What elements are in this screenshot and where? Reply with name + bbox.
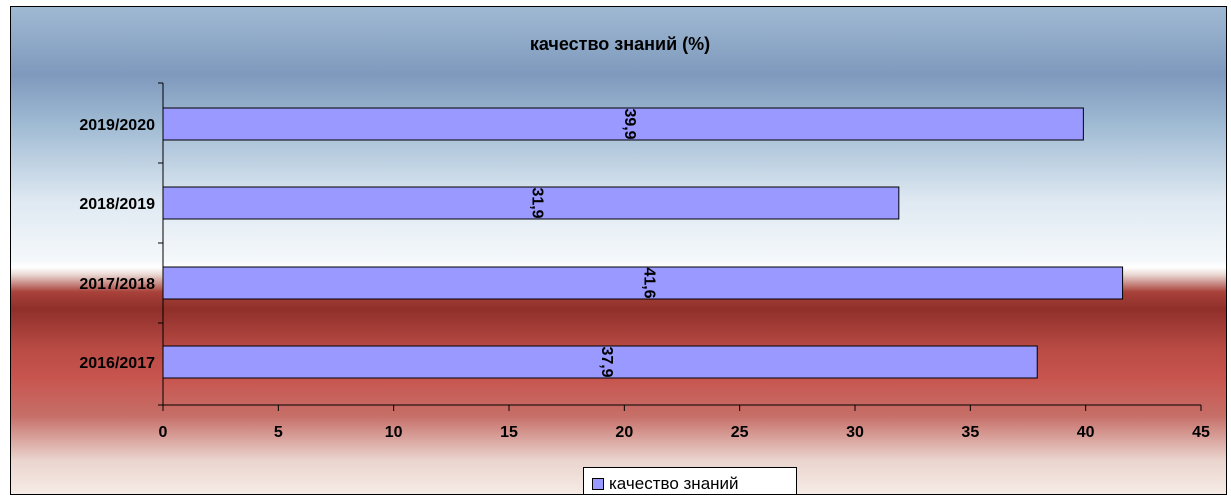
- x-tick-label: 25: [731, 424, 749, 441]
- category-label: 2017/2018: [79, 276, 155, 293]
- category-label: 2016/2017: [79, 355, 155, 372]
- bar-2018-2019: [162, 186, 900, 220]
- legend-swatch: [592, 477, 604, 490]
- bar-chart: качество знаний (%) 37,92016/201741,6201…: [79, 34, 1210, 441]
- data-label: 39,9: [621, 108, 638, 139]
- bar-2016-2017: [162, 345, 1038, 379]
- x-tick-label: 15: [500, 424, 518, 441]
- bar-2017-2018: [162, 266, 1124, 300]
- data-label: 31,9: [529, 187, 546, 218]
- axes-layer: [158, 82, 1202, 411]
- x-tick-label: 20: [615, 424, 633, 441]
- category-label: 2018/2019: [79, 196, 155, 213]
- x-tick-label: 5: [274, 424, 283, 441]
- x-tick-label: 10: [385, 424, 403, 441]
- labels-layer: 37,9 2016/2017 41,6 2017/2018 31,9 2018/2019 3…: [79, 108, 1210, 441]
- bars-layer: [162, 107, 1124, 379]
- data-label: 37,9: [598, 346, 615, 377]
- category-label: 2019/2020: [79, 117, 155, 134]
- chart-area: качество знаний (%) 37,9 2016/2017 41,6 201…: [10, 6, 1227, 495]
- chart-title: качество знаний (%): [530, 34, 710, 54]
- legend: качество знаний: [583, 467, 797, 494]
- x-tick-label: 40: [1077, 424, 1095, 441]
- data-label: 41,6: [641, 267, 658, 298]
- x-tick-label: 45: [1192, 424, 1210, 441]
- x-tick-label: 0: [159, 424, 168, 441]
- x-tick-label: 35: [961, 424, 979, 441]
- x-tick-label: 30: [846, 424, 864, 441]
- bar-2019-2020: [162, 107, 1084, 141]
- legend-label: качество знаний: [609, 473, 739, 493]
